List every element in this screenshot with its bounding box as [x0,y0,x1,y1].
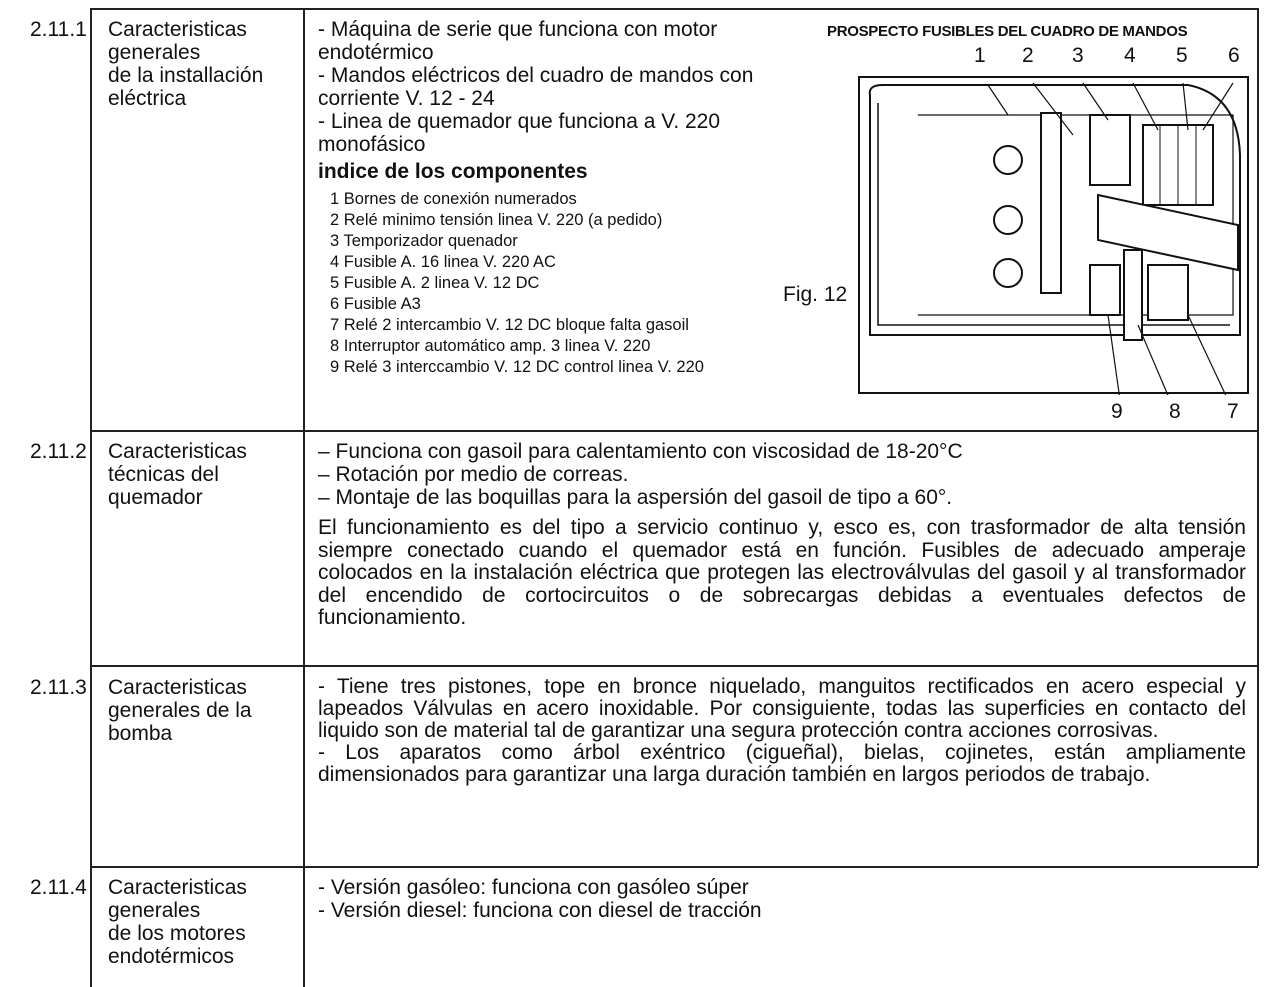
line: - Mandos eléctricos del cuadro de mandos… [318,64,754,110]
line: Caracteristicas [108,440,247,463]
bullet-list: – Funciona con gasoil para calentamiento… [318,440,1246,509]
section-content: - Tiene tres pistones, tope en bronce ni… [318,676,1246,786]
line: - Máquina de serie que funciona con moto… [318,18,718,64]
section-title: Caracteristicas generales de la installaci… [108,18,298,110]
callout: 1 [974,44,986,67]
line: bomba [108,722,173,745]
line: Caracteristicas [108,18,247,41]
callout: 5 [1176,44,1188,67]
line: – Montaje de las boquillas para la asper… [318,486,953,509]
rule [303,8,305,987]
line: - Los aparatos como árbol exéntrico (cig… [318,741,1246,786]
figure-caption: Fig. 12 [783,283,848,306]
callout: 8 [1169,400,1181,423]
line: 4 Fusible A. 16 linea V. 220 AC [330,253,556,271]
line: generales [108,41,201,64]
line: 2 Relé minimo tensión linea V. 220 (a pe… [330,211,663,229]
line: Caracteristicas [108,876,247,899]
figure-title: PROSPECTO FUSIBLES DEL CUADRO DE MANDOS [827,23,1188,40]
rule [1257,8,1259,866]
line: 5 Fusible A. 2 linea V. 12 DC [330,274,540,292]
section-content: - Versión gasóleo: funciona con gasóleo … [318,876,1246,922]
line: 8 Interruptor automático amp. 3 linea V.… [330,337,651,355]
line: 9 Relé 3 interccambio V. 12 DC control l… [330,358,704,376]
line: técnicas del [108,463,219,486]
rule [90,8,1258,10]
index-title: indice de los componentes [318,160,588,183]
figure [858,76,1249,395]
section-title: Caracteristicas generales de la bomba [108,676,298,745]
line: 7 Relé 2 intercambio V. 12 DC bloque fal… [330,316,689,334]
section-number: 2.11.3 [30,676,87,699]
paragraph: El funcionamiento es del tipo a servicio… [318,516,1246,629]
line: - Versión gasóleo: funciona con gasóleo … [318,876,749,899]
line: 3 Temporizador quenador [330,232,518,250]
section-number: 2.11.2 [30,440,87,463]
line: de los motores [108,922,246,945]
bullet-list: - Máquina de serie que funciona con moto… [318,18,808,156]
line: Caracteristicas [108,676,247,699]
line: endotérmicos [108,945,235,968]
line: 1 Bornes de conexión numerados [330,190,577,208]
section-content: - Máquina de serie que funciona con moto… [318,18,808,378]
section-number: 2.11.1 [30,18,87,41]
callout: 6 [1228,44,1240,67]
index-list: 1 Bornes de conexión numerados 2 Relé min… [318,189,808,378]
section-number: 2.11.4 [30,876,87,899]
rule [90,665,1258,667]
rule [90,430,1258,432]
section-title: Caracteristicas generales de los motores en… [108,876,298,968]
rule [90,8,92,987]
line: - Linea de quemador que funciona a V. 22… [318,110,721,156]
callout: 4 [1124,44,1136,67]
rule [90,866,1258,868]
line: quemador [108,486,203,509]
line: - Versión diesel: funciona con diesel de… [318,899,762,922]
line: - Tiene tres pistones, tope en bronce ni… [318,675,1246,742]
callout: 7 [1227,400,1239,423]
line: – Funciona con gasoil para calentamiento… [318,440,963,463]
line: generales [108,899,201,922]
callout: 2 [1022,44,1034,67]
line: generales de la [108,699,252,722]
line: 6 Fusible A3 [330,295,421,313]
section-content: – Funciona con gasoil para calentamiento… [318,440,1246,630]
callout: 3 [1072,44,1084,67]
line: de la installación [108,64,264,87]
line: – Rotación por medio de correas. [318,463,629,486]
section-title: Caracteristicas técnicas del quemador [108,440,298,509]
line: eléctrica [108,87,187,110]
callout: 9 [1111,400,1123,423]
